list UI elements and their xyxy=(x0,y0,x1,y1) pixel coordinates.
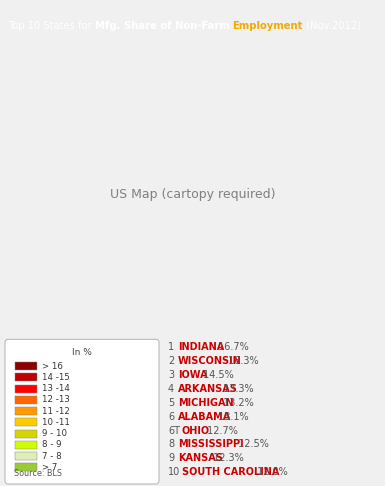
Bar xyxy=(15,463,37,471)
Text: 13.1%: 13.1% xyxy=(215,412,249,422)
Text: Top 10 States for: Top 10 States for xyxy=(8,20,95,31)
Text: 8: 8 xyxy=(168,439,174,450)
Bar xyxy=(15,430,37,437)
Bar xyxy=(15,441,37,449)
Text: 5: 5 xyxy=(168,398,174,408)
Text: 6T: 6T xyxy=(168,426,180,435)
Text: 14.5%: 14.5% xyxy=(200,370,234,380)
Text: MISSISSIPPI: MISSISSIPPI xyxy=(178,439,244,450)
Text: 6: 6 xyxy=(168,412,174,422)
Text: 9: 9 xyxy=(168,453,174,463)
Text: (Nov.2012): (Nov.2012) xyxy=(303,20,361,31)
Text: SOUTH CAROLINA: SOUTH CAROLINA xyxy=(182,467,280,477)
Bar xyxy=(15,452,37,460)
Text: 16.3%: 16.3% xyxy=(225,356,259,366)
Text: 3: 3 xyxy=(168,370,174,380)
Text: MICHIGAN: MICHIGAN xyxy=(178,398,234,408)
Text: US Map (cartopy required): US Map (cartopy required) xyxy=(110,188,275,201)
Text: 10 -11: 10 -11 xyxy=(42,418,70,427)
Bar xyxy=(15,396,37,404)
Text: 12.0%: 12.0% xyxy=(254,467,288,477)
Text: 11 -12: 11 -12 xyxy=(42,407,70,416)
Text: 12 -13: 12 -13 xyxy=(42,395,70,404)
Text: 1: 1 xyxy=(168,342,174,352)
Text: > 16: > 16 xyxy=(42,362,63,370)
Text: 10: 10 xyxy=(168,467,180,477)
Text: In %: In % xyxy=(72,348,92,357)
Text: > 7: > 7 xyxy=(42,463,57,472)
Text: 4: 4 xyxy=(168,384,174,394)
Text: IOWA: IOWA xyxy=(178,370,208,380)
Text: 9 - 10: 9 - 10 xyxy=(42,429,67,438)
Text: 12.5%: 12.5% xyxy=(235,439,269,450)
Text: Mfg. Share of Non-Farm: Mfg. Share of Non-Farm xyxy=(95,20,229,31)
Bar xyxy=(15,407,37,415)
Text: 7 - 8: 7 - 8 xyxy=(42,451,62,461)
FancyBboxPatch shape xyxy=(5,339,159,484)
Text: 12.3%: 12.3% xyxy=(210,453,244,463)
Text: ALABAMA: ALABAMA xyxy=(178,412,231,422)
Text: 13.2%: 13.2% xyxy=(220,398,254,408)
Text: INDIANA: INDIANA xyxy=(178,342,224,352)
Bar xyxy=(15,418,37,426)
Text: 8 - 9: 8 - 9 xyxy=(42,440,62,450)
Text: 2: 2 xyxy=(168,356,174,366)
Text: Employment: Employment xyxy=(233,20,303,31)
Bar xyxy=(15,373,37,382)
Text: 16.7%: 16.7% xyxy=(215,342,249,352)
Bar xyxy=(15,362,37,370)
Text: ARKANSAS: ARKANSAS xyxy=(178,384,238,394)
Text: Source: BLS: Source: BLS xyxy=(14,469,62,478)
Text: 12.7%: 12.7% xyxy=(204,426,238,435)
Bar xyxy=(15,384,37,393)
Text: 14 -15: 14 -15 xyxy=(42,373,70,382)
Text: OHIO: OHIO xyxy=(182,426,210,435)
Text: WISCONSIN: WISCONSIN xyxy=(178,356,242,366)
Text: KANSAS: KANSAS xyxy=(178,453,223,463)
Text: 13 -14: 13 -14 xyxy=(42,384,70,393)
Text: 13.3%: 13.3% xyxy=(220,384,254,394)
